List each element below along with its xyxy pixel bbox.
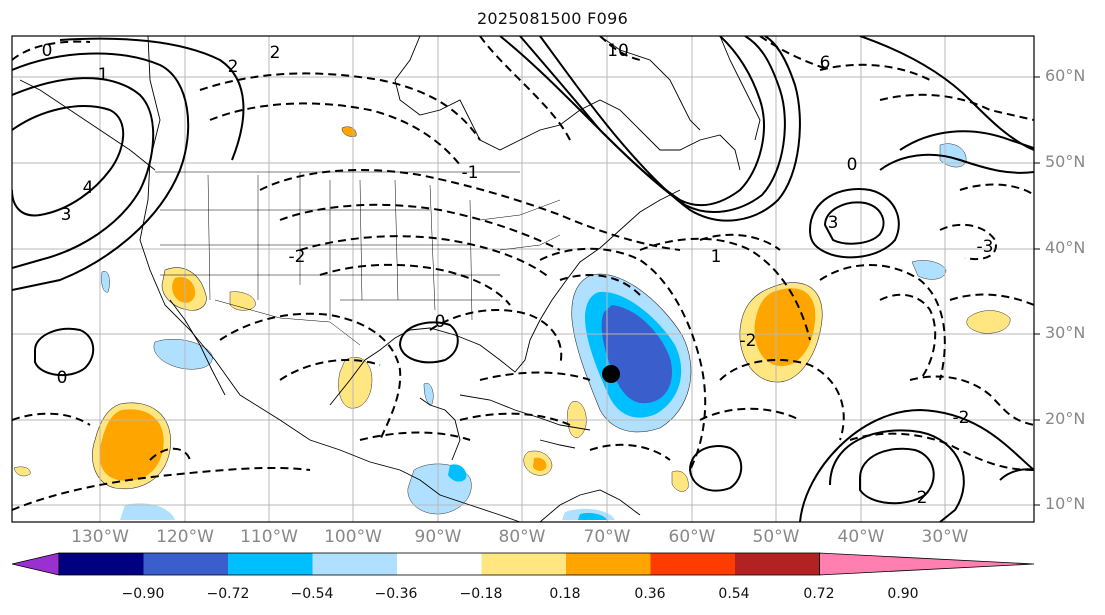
contour-label: 0 — [42, 41, 53, 61]
contour-label: -1 — [462, 163, 479, 183]
colorbar-segment — [566, 553, 651, 575]
lon-label-60w: 60°W — [668, 527, 716, 547]
colorbar-segment — [228, 553, 313, 575]
colorbar-tick-label: 0.90 — [887, 586, 919, 602]
contour-label: 6 — [820, 53, 831, 73]
colorbar-tick-label: 0.18 — [549, 586, 581, 602]
contour-label: -3 — [977, 237, 994, 257]
contour-labels: 0 2 1 4 3 -1 10 6 -2 -3 0 2 1 2 3 -2 0 0… — [42, 41, 994, 508]
contour-label: 3 — [828, 213, 839, 233]
colorbar-segment — [735, 553, 820, 575]
colorbar-segment — [312, 553, 397, 575]
colorbar-segment — [481, 553, 566, 575]
colorbar — [11, 552, 1035, 576]
colorbar-extend-low — [11, 552, 60, 576]
map-frame — [11, 35, 1035, 523]
contour-label: 1 — [711, 247, 722, 267]
contour-label: 2 — [917, 488, 928, 508]
colorbar-tick-label: −0.54 — [290, 586, 334, 602]
colorbar-tick-label: −0.18 — [459, 586, 503, 602]
contour-label: 2 — [228, 57, 239, 77]
colorbar-tick-label: −0.90 — [121, 586, 165, 602]
lon-label-130w: 130°W — [71, 527, 129, 547]
lon-label-110w: 110°W — [240, 527, 298, 547]
contour-label: 3 — [61, 205, 72, 225]
colorbar-segment — [650, 553, 735, 575]
lat-label-50n: 50°N — [1045, 152, 1086, 171]
lon-label-90w: 90°W — [414, 527, 462, 547]
lat-label-20n: 20°N — [1045, 409, 1086, 428]
contour-label: 1 — [98, 65, 109, 85]
colorbar-tick-label: 0.36 — [634, 586, 666, 602]
coastlines — [19, 36, 761, 522]
colorbar-segment — [397, 553, 482, 575]
contour-label: 0 — [57, 368, 68, 388]
contour-label: -2 — [289, 247, 306, 267]
lon-label-40w: 40°W — [837, 527, 885, 547]
map-title: 2025081500 F096 — [476, 9, 629, 28]
lon-label-30w: 30°W — [921, 527, 969, 547]
lon-label-80w: 80°W — [498, 527, 546, 547]
lon-label-70w: 70°W — [583, 527, 631, 547]
contour-label: 4 — [83, 178, 94, 198]
lat-label-30n: 30°N — [1045, 323, 1086, 342]
colorbar-segment — [59, 553, 144, 575]
lat-label-60n: 60°N — [1045, 66, 1086, 85]
contour-label: -2 — [740, 331, 757, 351]
storm-center-dot — [602, 365, 620, 383]
colorbar-tick-label: −0.36 — [374, 586, 418, 602]
colorbar-tick-label: 0.72 — [803, 586, 835, 602]
contour-label: 0 — [435, 312, 446, 332]
colorbar-segment — [143, 553, 228, 575]
borders — [155, 171, 561, 346]
lat-label-40n: 40°N — [1045, 238, 1086, 257]
contour-label: -2 — [953, 408, 970, 428]
lat-label-10n: 10°N — [1045, 494, 1086, 513]
colorbar-frame — [58, 552, 820, 576]
lon-label-100w: 100°W — [324, 527, 382, 547]
contour-label: 10 — [607, 41, 629, 61]
colorbar-extend-high — [819, 552, 1035, 576]
contour-solid — [12, 36, 1034, 522]
contour-dashed — [12, 36, 1034, 511]
lon-label-50w: 50°W — [752, 527, 800, 547]
lon-label-120w: 120°W — [156, 527, 214, 547]
contour-label: 0 — [847, 155, 858, 175]
contour-label: 2 — [270, 43, 281, 63]
colorbar-tick-label: 0.54 — [718, 586, 750, 602]
colorbar-tick-label: −0.72 — [206, 586, 250, 602]
